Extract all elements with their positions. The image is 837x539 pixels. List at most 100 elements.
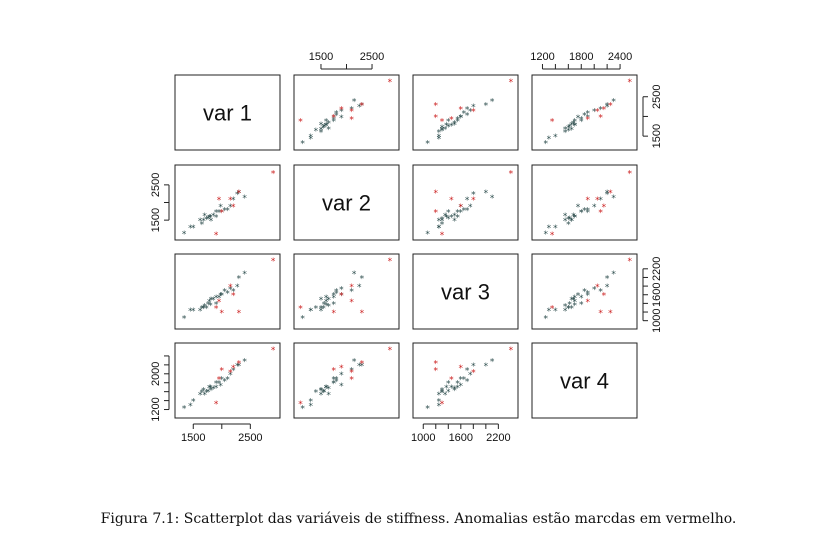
- data-point: *: [218, 382, 223, 392]
- data-point: *: [360, 102, 365, 112]
- data-point: *: [339, 285, 344, 295]
- variable-label: var 2: [322, 191, 371, 216]
- data-point: *: [331, 115, 336, 125]
- panel-3-4: ** * ****** ******** *** * * ** ********: [531, 253, 638, 330]
- data-point: *: [444, 121, 449, 131]
- data-point: *: [204, 305, 209, 315]
- anomaly-point: *: [349, 108, 354, 118]
- data-point: *: [585, 292, 590, 302]
- data-point: *: [324, 294, 329, 304]
- tick-label: 2500: [651, 84, 663, 108]
- data-point: *: [211, 385, 216, 395]
- data-point: *: [321, 124, 326, 134]
- anomaly-point: *: [298, 117, 303, 127]
- data-point: *: [440, 217, 445, 227]
- data-point: *: [437, 391, 442, 401]
- data-point: *: [585, 207, 590, 217]
- data-point: *: [444, 214, 449, 224]
- anomaly-point: *: [459, 364, 464, 374]
- data-point: *: [182, 230, 187, 240]
- tick-label: 2400: [608, 51, 632, 63]
- data-point: *: [326, 119, 331, 129]
- data-point: *: [579, 294, 584, 304]
- data-point: *: [452, 212, 457, 222]
- data-point: *: [452, 386, 457, 396]
- data-point: *: [462, 110, 467, 120]
- data-point: *: [214, 384, 219, 394]
- tick-label: 1200: [530, 51, 554, 63]
- bottom-x-axis-3: 1000 1600 2200: [411, 423, 511, 444]
- anomaly-point: *: [231, 203, 236, 213]
- data-point: *: [198, 217, 203, 227]
- panel-1-4: ** * ****** ***** *** *** * * ** *** * ****: [531, 74, 638, 151]
- data-point: *: [471, 362, 476, 372]
- data-point: *: [611, 270, 616, 280]
- anomaly-point: *: [585, 298, 590, 308]
- anomaly-point: *: [585, 115, 590, 125]
- data-point: *: [437, 133, 442, 143]
- data-point: *: [446, 208, 451, 218]
- data-point: *: [324, 384, 329, 394]
- anomaly-point: *: [360, 309, 365, 319]
- data-point: *: [455, 117, 460, 127]
- data-point: *: [208, 214, 213, 224]
- data-point: *: [573, 294, 578, 304]
- panel-frame: [531, 253, 638, 330]
- panel-2-3: ******** *** **** *** ** *** *********: [412, 164, 519, 241]
- data-point: *: [352, 270, 357, 280]
- panel-1-3: * ******* *** **** *** ** ** * * *** **** *: [412, 74, 519, 151]
- data-point: *: [567, 215, 572, 225]
- data-point: *: [573, 302, 578, 312]
- data-point: *: [237, 274, 242, 284]
- data-point: *: [490, 194, 495, 204]
- data-point: *: [443, 212, 448, 222]
- data-point: *: [339, 114, 344, 124]
- data-point: *: [191, 307, 196, 317]
- data-point: *: [605, 189, 610, 199]
- data-point: *: [465, 106, 470, 116]
- data-point: *: [228, 285, 233, 295]
- data-point: *: [206, 388, 211, 398]
- data-point: *: [237, 362, 242, 372]
- panel-4-1: * ********************* ** ***** ***: [174, 342, 281, 419]
- top-x-axis-4: 1200 1800 2400: [530, 51, 632, 70]
- variable-label: var 3: [441, 280, 490, 305]
- data-point: *: [605, 191, 610, 201]
- data-point: *: [440, 215, 445, 225]
- data-point: *: [211, 212, 216, 222]
- data-point: *: [440, 127, 445, 137]
- anomaly-point: *: [349, 283, 354, 293]
- data-point: *: [188, 224, 193, 234]
- data-point: *: [360, 362, 365, 372]
- data-point: *: [231, 287, 236, 297]
- data-point: *: [309, 133, 314, 143]
- data-point: *: [563, 125, 568, 135]
- data-point: *: [547, 135, 552, 145]
- data-point: *: [339, 292, 344, 302]
- anomaly-point: *: [231, 364, 236, 374]
- data-point: *: [462, 207, 467, 217]
- data-point: *: [566, 127, 571, 137]
- anomaly-point: *: [331, 366, 336, 376]
- data-point: *: [563, 217, 568, 227]
- panel-1-1: var 1: [174, 74, 281, 151]
- data-point: *: [490, 98, 495, 108]
- anomaly-point: *: [271, 170, 276, 180]
- anomaly-point: *: [220, 366, 225, 376]
- data-point: *: [319, 386, 324, 396]
- data-point: *: [459, 382, 464, 392]
- data-point: *: [231, 366, 236, 376]
- data-point: *: [471, 103, 476, 113]
- tick-label: 1500: [181, 432, 205, 444]
- data-point: *: [331, 117, 336, 127]
- data-point: *: [566, 305, 571, 315]
- data-point: *: [465, 111, 470, 121]
- anomaly-point: *: [360, 360, 365, 370]
- data-point: *: [324, 302, 329, 312]
- data-point: *: [547, 224, 552, 234]
- data-point: *: [324, 384, 329, 394]
- data-point: *: [543, 315, 548, 325]
- data-point: *: [592, 285, 597, 295]
- anomaly-point: *: [509, 78, 514, 88]
- anomaly-point: *: [434, 113, 439, 123]
